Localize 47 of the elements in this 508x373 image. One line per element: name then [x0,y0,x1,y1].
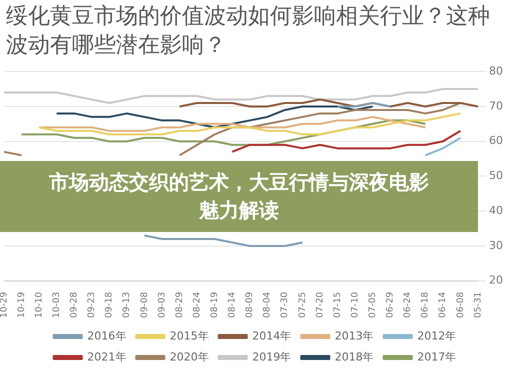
legend-label: 2020年 [170,350,209,364]
x-tick-label: 09-08 [140,292,150,318]
x-tick-label: 05-31 [473,292,484,318]
legend-label: 2012年 [417,329,456,342]
x-tick-label: 07-15 [332,292,343,318]
x-tick-label: 10-10 [34,292,44,318]
x-tick-label: 09-18 [104,292,115,318]
y-tick-label: 60 [489,134,504,148]
legend-label: 2019年 [252,350,292,364]
x-tick-label: 09-03 [157,292,168,318]
x-tick-label: 08-09 [245,292,256,318]
legend-label: 2018年 [334,350,374,364]
x-tick-label: 09-13 [122,292,132,318]
x-tick-label: 10-03 [52,292,62,318]
y-tick-label: 20 [489,274,504,287]
x-tick-label: 06-24 [403,292,414,318]
x-tick-label: 06-29 [386,292,396,318]
x-tick-label: 06-08 [456,292,466,318]
x-tick-label: 09-23 [87,292,98,318]
legend-label: 2017年 [417,350,456,364]
y-tick-label: 30 [489,238,504,252]
x-tick-label: 06-18 [420,292,431,318]
x-tick-label: 09-28 [70,292,80,318]
x-tick-label: 08-24 [192,292,202,318]
y-tick-label: 80 [489,64,504,78]
x-tick-label: 07-20 [315,292,326,318]
x-tick-label: 08-29 [174,292,185,318]
x-tick-label: 07-10 [350,292,360,318]
legend-label: 2013年 [334,329,374,342]
x-tick-label: 10-19 [16,292,27,318]
x-tick-label: 08-14 [228,292,238,318]
legend-label: 2014年 [252,329,292,342]
x-tick-label: 10-29 [0,292,10,318]
y-tick-label: 50 [489,169,504,182]
x-tick-label: 07-25 [298,292,308,318]
annotation: 市场动态交织的艺术，大豆行情与深夜电影魅力解读 [48,169,430,224]
x-tick-label: 07-30 [280,292,290,318]
x-tick-label: 08-19 [210,292,220,318]
y-tick-label: 70 [489,99,504,112]
y-tick-label: 40 [489,204,504,217]
legend-label: 2015年 [170,329,209,342]
chart-title: 绥化黄豆市场的价值波动如何影响相关行业？这种波动有哪些潜在影响？ [5,3,491,60]
legend-label: 2021年 [87,350,126,364]
legend-label: 2016年 [87,329,126,342]
x-tick-label: 07-05 [368,292,378,318]
x-tick-label: 08-04 [262,292,273,318]
x-tick-label: 06-14 [438,292,448,318]
